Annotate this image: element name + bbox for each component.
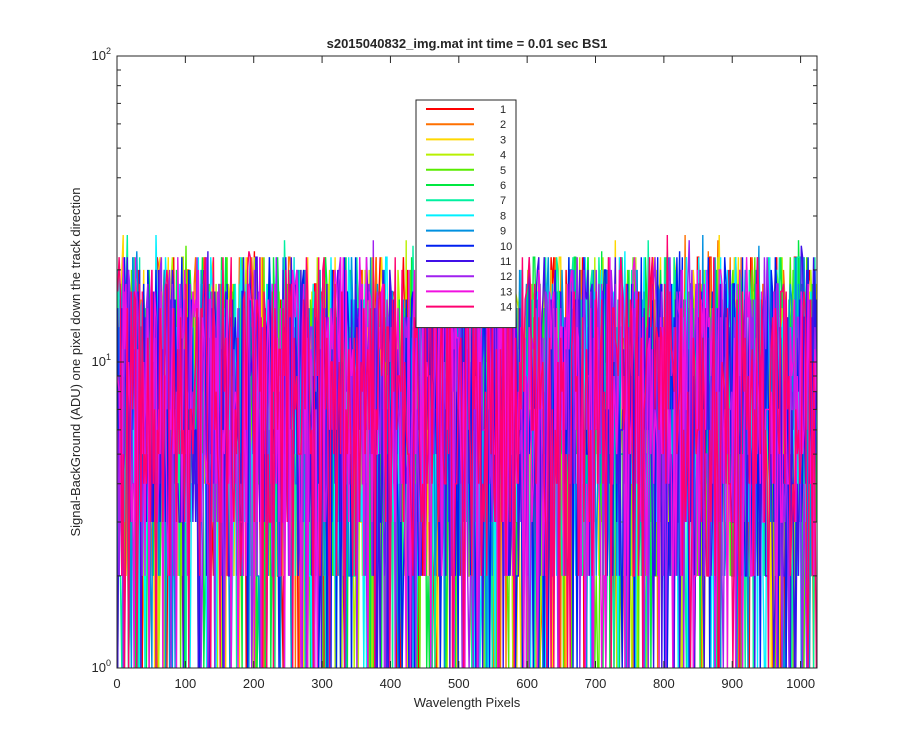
legend-label-3: 3 xyxy=(500,134,506,146)
x-tick-label: 400 xyxy=(380,676,402,691)
x-axis-label: Wavelength Pixels xyxy=(414,695,521,710)
y-tick-label: 102 xyxy=(92,46,111,63)
legend-label-11: 11 xyxy=(500,256,511,268)
x-tick-label: 900 xyxy=(721,676,743,691)
x-tick-label: 500 xyxy=(448,676,470,691)
legend-label-9: 9 xyxy=(500,226,506,238)
x-tick-label: 200 xyxy=(243,676,265,691)
legend-label-5: 5 xyxy=(500,165,506,177)
legend-label-8: 8 xyxy=(500,210,506,222)
y-tick-label: 101 xyxy=(92,352,111,369)
legend-label-12: 12 xyxy=(500,271,512,283)
y-tick-label: 100 xyxy=(92,658,111,675)
x-tick-label: 100 xyxy=(175,676,197,691)
legend-label-2: 2 xyxy=(500,119,506,131)
legend-label-10: 10 xyxy=(500,241,512,253)
x-tick-label: 800 xyxy=(653,676,675,691)
x-tick-label: 0 xyxy=(113,676,120,691)
legend-label-7: 7 xyxy=(500,195,506,207)
x-tick-label: 1000 xyxy=(786,676,815,691)
y-axis-label: Signal-BackGround (ADU) one pixel down t… xyxy=(68,187,83,536)
legend-label-4: 4 xyxy=(500,150,506,162)
legend-label-14: 14 xyxy=(500,302,512,314)
chart-title: s2015040832_img.mat int time = 0.01 sec … xyxy=(327,36,608,51)
legend-label-6: 6 xyxy=(500,180,506,192)
x-tick-label: 600 xyxy=(516,676,538,691)
x-tick-label: 700 xyxy=(585,676,607,691)
legend-label-13: 13 xyxy=(500,286,512,298)
legend-box xyxy=(415,99,517,329)
legend-label-1: 1 xyxy=(500,104,506,116)
x-tick-label: 300 xyxy=(311,676,333,691)
axis-layer: 0 100 200 300 400 500 600 700 800 900 100010010110… xyxy=(92,46,818,691)
